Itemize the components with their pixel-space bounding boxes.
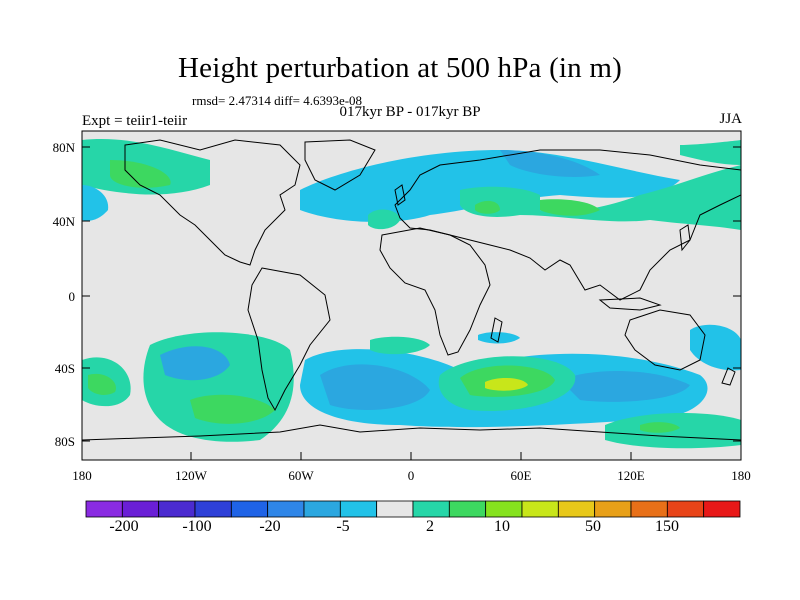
lon-label: 60W bbox=[288, 468, 314, 483]
colorbar-swatch bbox=[557, 500, 596, 518]
lon-label: 120W bbox=[175, 468, 207, 483]
anomaly-region bbox=[690, 324, 741, 371]
colorbar-swatch bbox=[376, 500, 414, 518]
uk-coastline bbox=[394, 184, 406, 206]
lat-label: 80S bbox=[54, 434, 75, 449]
lat-label: 0 bbox=[68, 289, 76, 304]
anomaly-region bbox=[160, 346, 230, 381]
antarctica-coastline bbox=[82, 424, 741, 441]
anomaly-region bbox=[640, 422, 680, 433]
lon-label: 180 bbox=[731, 468, 751, 483]
colorbar-swatch bbox=[158, 500, 196, 518]
colorbar-label: 2 bbox=[426, 518, 434, 535]
colorbar-swatch bbox=[230, 500, 269, 518]
indonesia-coastline bbox=[598, 297, 662, 311]
stats-text: rmsd= 2.47314 diff= 4.6393e-08 bbox=[192, 93, 363, 108]
anomaly-region bbox=[82, 185, 109, 221]
anomaly-region bbox=[190, 394, 275, 424]
anomaly-region bbox=[320, 364, 430, 410]
anomaly-region bbox=[500, 150, 600, 177]
colorbar-swatch bbox=[594, 500, 632, 518]
colorbar-swatch bbox=[412, 500, 450, 518]
map-title: Height perturbation at 500 hPa (in m) bbox=[178, 52, 622, 84]
colorbar-label: -100 bbox=[182, 518, 212, 535]
colorbar-swatch bbox=[521, 500, 559, 518]
japan-coastline bbox=[679, 224, 691, 252]
colorbar-label: -20 bbox=[259, 518, 281, 535]
colorbar-swatch bbox=[485, 500, 523, 518]
colorbar-label: -200 bbox=[109, 518, 139, 535]
lon-label: 120E bbox=[617, 468, 645, 483]
colorbar-label: 50 bbox=[585, 518, 601, 535]
axis-ticks bbox=[81, 146, 742, 460]
colorbar-swatch bbox=[121, 500, 160, 518]
anomaly-region bbox=[88, 373, 116, 395]
colorbar-swatch bbox=[448, 500, 487, 518]
madagascar-coastline bbox=[490, 317, 503, 343]
season-label: JJA bbox=[719, 111, 742, 127]
colorbar-label: 150 bbox=[655, 518, 679, 535]
lon-label: 60E bbox=[510, 468, 532, 483]
anomaly-region bbox=[540, 199, 600, 216]
lat-label: 40S bbox=[54, 361, 75, 376]
colorbar-swatch bbox=[703, 500, 741, 518]
anomaly-region bbox=[370, 336, 430, 355]
anomaly-region bbox=[475, 200, 500, 214]
lon-label: 0 bbox=[407, 468, 415, 483]
colorbar-swatch bbox=[194, 500, 232, 518]
africa-coastline bbox=[379, 227, 491, 356]
colorbar-label: 10 bbox=[494, 518, 510, 535]
anomaly-region bbox=[680, 140, 741, 165]
contour-fills bbox=[82, 139, 741, 449]
subtitle-text: 017kyr BP - 017kyr BP bbox=[339, 104, 481, 120]
south-america-coastline bbox=[247, 267, 331, 412]
anomaly-region bbox=[485, 378, 528, 391]
colorbar-swatch bbox=[85, 500, 123, 518]
colorbar-swatch bbox=[666, 500, 705, 518]
lat-label: 80N bbox=[52, 140, 75, 155]
anomaly-region bbox=[560, 370, 690, 402]
lat-label: 40N bbox=[52, 214, 75, 229]
colorbar-swatch bbox=[630, 500, 668, 518]
colorbar-swatch bbox=[267, 500, 305, 518]
new-zealand-coastline bbox=[721, 367, 736, 386]
north-america-coastline bbox=[124, 139, 301, 266]
colorbar bbox=[85, 500, 741, 518]
anomaly-region bbox=[368, 209, 400, 230]
colorbar-swatch bbox=[339, 500, 378, 518]
colorbar-swatch bbox=[303, 500, 341, 518]
greenland-coastline bbox=[304, 139, 376, 191]
coastlines bbox=[82, 139, 741, 441]
australia-coastline bbox=[624, 309, 706, 371]
anomaly-region bbox=[460, 165, 741, 230]
colorbar-label: -5 bbox=[336, 518, 350, 535]
lon-label: 180 bbox=[72, 468, 92, 483]
eurasia-coastline bbox=[394, 149, 741, 301]
experiment-label: Expt = teiir1-teiir bbox=[82, 113, 188, 129]
